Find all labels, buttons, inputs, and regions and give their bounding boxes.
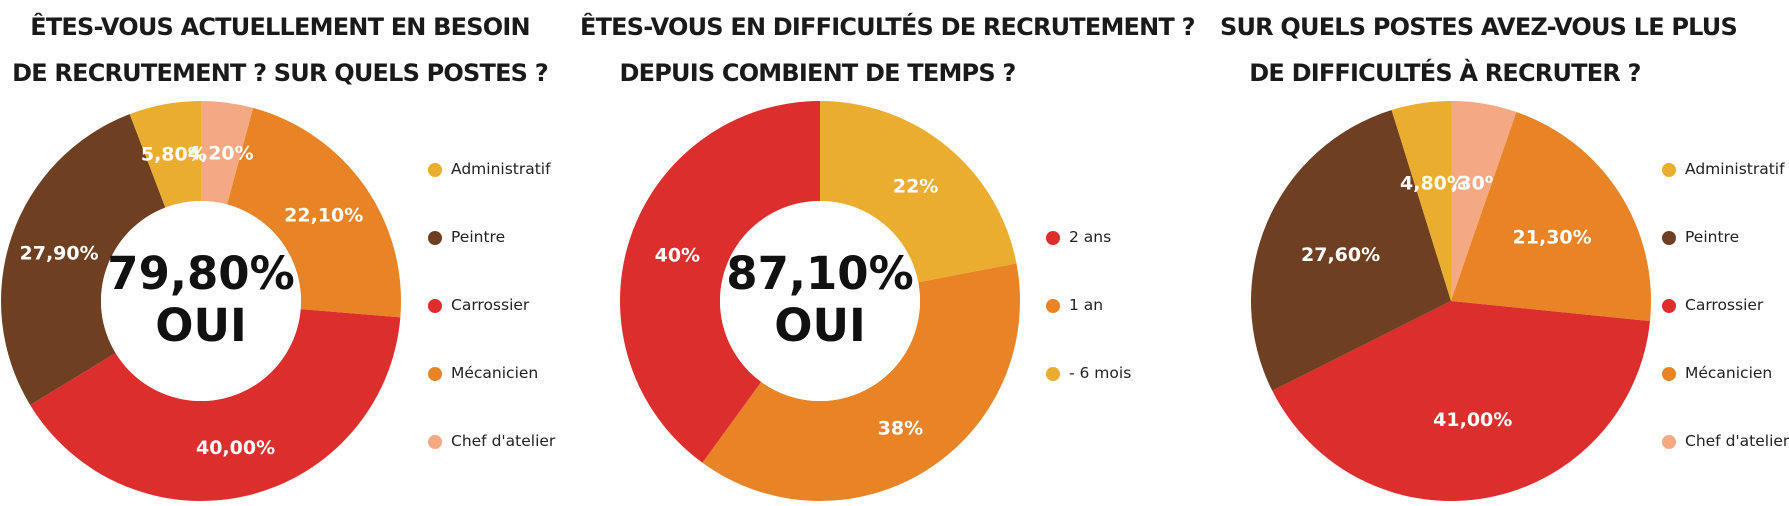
chart-title-line-1: ÊTES-VOUS EN DIFFICULTÉS DE RECRUTEMENT …: [580, 13, 1195, 41]
donut-hole: [101, 201, 301, 401]
legend-swatch: [428, 231, 442, 245]
chart-title-line-2: DEPUIS COMBIENT DE TEMPS ?: [619, 59, 1017, 87]
pie-chart: 5,30% 21,30% 41,00% 27,60% 4,80%: [1251, 101, 1651, 501]
donut-center-text: 87,10% OUI: [720, 248, 920, 352]
center-value: 87,10%: [726, 247, 914, 300]
slice-label-mecanicien: 22,10%: [284, 205, 363, 227]
legend-item-1-an: 1 an: [1046, 296, 1131, 364]
legend-label: Chef d'atelier: [1685, 432, 1789, 450]
legend-swatch: [428, 299, 442, 313]
slice-label-administratif: 4,80%: [1400, 172, 1466, 194]
slice-peintre: [1251, 110, 1451, 391]
slice-chef-d-atelier: [1451, 101, 1517, 301]
slice-label-administratif: 5,80%: [141, 143, 207, 165]
chart-legend: Administratif Peintre Carrossier Mécanicien…: [428, 160, 555, 500]
legend-label: Peintre: [1685, 228, 1740, 246]
legend-label: 2 ans: [1069, 228, 1112, 246]
slice-mecanicien: [227, 107, 402, 318]
legend-label: Mécanicien: [451, 364, 539, 382]
slice-label-carrossier: 40,00%: [196, 437, 275, 459]
legend-label: Carrossier: [451, 296, 530, 314]
legend-item-peintre: Peintre: [1662, 228, 1789, 296]
legend-item-carrossier: Carrossier: [428, 296, 555, 364]
chart-panel-3: SUR QUELS POSTES AVEZ-VOUS LE PLUS DE DI…: [1220, 0, 1789, 506]
legend-swatch: [1046, 367, 1060, 381]
slice-label-peintre: 27,90%: [20, 242, 99, 264]
chart-title-line-2: DE RECRUTEMENT ? SUR QUELS POSTES ?: [12, 59, 549, 87]
legend-label: Administratif: [1685, 160, 1785, 178]
legend-item-chef-d-atelier: Chef d'atelier: [428, 432, 555, 500]
legend-label: - 6 mois: [1069, 364, 1132, 382]
legend-swatch: [1662, 367, 1676, 381]
chart-panel-1: ÊTES-VOUS ACTUELLEMENT EN BESOIN DE RECR…: [0, 0, 560, 506]
slice-mecanicien: [1451, 111, 1651, 322]
legend-item-administratif: Administratif: [1662, 160, 1789, 228]
center-label: OUI: [774, 299, 866, 352]
chart-title-line-1: SUR QUELS POSTES AVEZ-VOUS LE PLUS: [1220, 13, 1738, 41]
chart-title-line-2: DE DIFFICULTÉS À RECRUTER ?: [1249, 59, 1641, 87]
slice-label-peintre: 27,60%: [1301, 244, 1380, 266]
legend-item-administratif: Administratif: [428, 160, 555, 228]
chart-title: ÊTES-VOUS ACTUELLEMENT EN BESOIN DE RECR…: [0, 4, 560, 96]
legend-swatch: [1662, 299, 1676, 313]
slice-label-chef-d-atelier: 5,30%: [1438, 173, 1504, 195]
legend-swatch: [1662, 231, 1676, 245]
legend-swatch: [428, 367, 442, 381]
legend-item-2-ans: 2 ans: [1046, 228, 1131, 296]
chart-title: ÊTES-VOUS EN DIFFICULTÉS DE RECRUTEMENT …: [580, 4, 1195, 96]
donut-hole: [720, 201, 920, 401]
slice-1-an: [702, 263, 1020, 501]
donut-center-text: 79,80% OUI: [101, 248, 301, 352]
donut-chart: 4,20% 22,10% 40,00% 27,90% 5,80%: [1, 101, 402, 501]
legend-label: Administratif: [451, 160, 551, 178]
slice-label-2-ans: 40%: [655, 245, 700, 267]
chart-legend: 2 ans 1 an - 6 mois: [1046, 228, 1131, 432]
legend-swatch: [1662, 435, 1676, 449]
legend-label: 1 an: [1069, 296, 1104, 314]
legend-label: Peintre: [451, 228, 506, 246]
legend-swatch: [428, 163, 442, 177]
chart-panel-2: ÊTES-VOUS EN DIFFICULTÉS DE RECRUTEMENT …: [580, 0, 1195, 506]
legend-item-mecanicien: Mécanicien: [1662, 364, 1789, 432]
legend-item-carrossier: Carrossier: [1662, 296, 1789, 364]
slice-label-chef-d-atelier: 4,20%: [188, 142, 254, 164]
slice-label-1-an: 38%: [878, 418, 923, 440]
legend-item-mecanicien: Mécanicien: [428, 364, 555, 432]
slice-label-carrossier: 41,00%: [1433, 409, 1512, 431]
slice-label-mecanicien: 21,30%: [1513, 226, 1592, 248]
legend-label: Chef d'atelier: [451, 432, 556, 450]
legend-swatch: [1662, 163, 1676, 177]
slice-carrossier: [1272, 301, 1650, 501]
slice-peintre: [1, 114, 166, 405]
slice-administratif: [1391, 101, 1451, 301]
slice-label-6-mois: 22%: [893, 175, 938, 197]
center-value: 79,80%: [107, 247, 295, 300]
slice-administratif: [129, 101, 201, 208]
legend-swatch: [1046, 231, 1060, 245]
legend-item-peintre: Peintre: [428, 228, 555, 296]
slice-2-ans: [620, 101, 820, 463]
legend-label: Carrossier: [1685, 296, 1764, 314]
slice-6-mois: [820, 101, 1017, 283]
center-label: OUI: [155, 299, 247, 352]
legend-item-chef-d-atelier: Chef d'atelier: [1662, 432, 1789, 500]
slice-chef-d-atelier: [201, 101, 254, 205]
legend-item-6-mois: - 6 mois: [1046, 364, 1131, 432]
chart-legend: Administratif Peintre Carrossier Mécanicien…: [1662, 160, 1789, 500]
legend-swatch: [428, 435, 442, 449]
donut-chart: 22% 38% 40%: [620, 101, 1020, 501]
slice-carrossier: [30, 309, 401, 501]
legend-swatch: [1046, 299, 1060, 313]
chart-title-line-1: ÊTES-VOUS ACTUELLEMENT EN BESOIN: [30, 13, 530, 41]
chart-title: SUR QUELS POSTES AVEZ-VOUS LE PLUS DE DI…: [1220, 4, 1738, 96]
legend-label: Mécanicien: [1685, 364, 1773, 382]
